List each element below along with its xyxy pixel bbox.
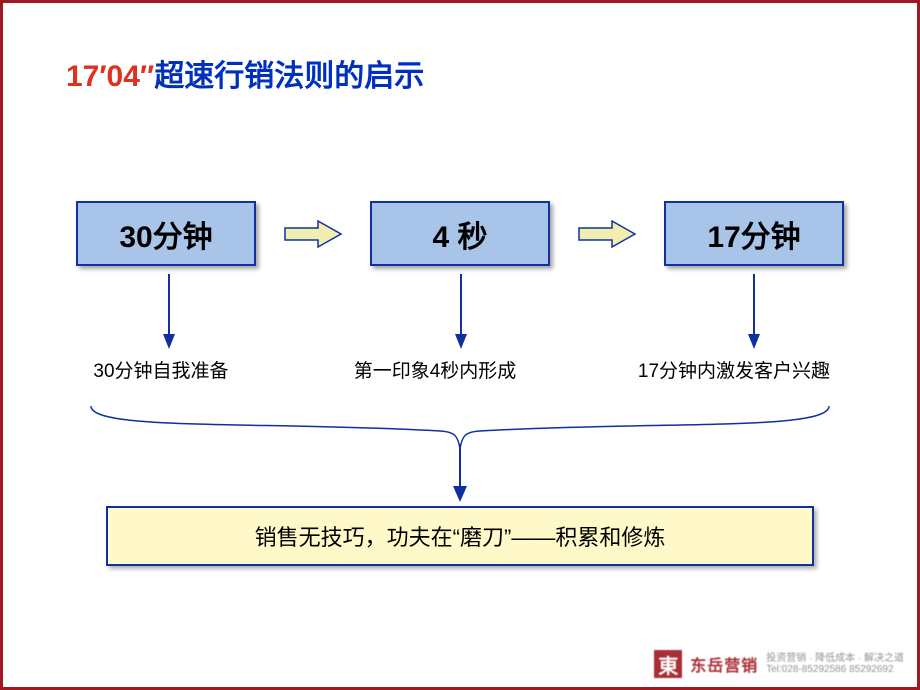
footer-brand: 东岳营销 (690, 652, 758, 676)
slide: 17′04″超速行销法则的启示 30分钟 4 秒 17分钟 (6, 6, 914, 684)
footer-mark: 東 (654, 650, 682, 678)
arrow-right-2 (577, 219, 637, 249)
footer-logo: 東 东岳营销 投资营销 · 降低成本 · 解决之道 Tel:028-852925… (654, 650, 904, 678)
arrow-right-1 (283, 219, 343, 249)
caption-row: 30分钟自我准备 第一印象4秒内形成 17分钟内激发客户兴趣 (56, 356, 864, 383)
time-box-1: 30分钟 (76, 201, 256, 266)
time-box-2: 4 秒 (370, 201, 550, 266)
slide-title: 17′04″超速行销法则的启示 (66, 51, 424, 95)
down-arrow-1 (163, 274, 175, 354)
down-arrow-3 (748, 274, 760, 354)
caption-3: 17分钟内激发客户兴趣 (604, 356, 864, 383)
caption-1: 30分钟自我准备 (56, 356, 266, 383)
footer-line2: Tel:028-85292586 85292692 (766, 664, 904, 675)
merge-down-arrow (453, 444, 467, 507)
title-red-part: 17′04″ (66, 60, 154, 93)
footer-text-col: 投资营销 · 降低成本 · 解决之道 Tel:028-85292586 8529… (766, 653, 904, 675)
time-box-row: 30分钟 4 秒 17分钟 (76, 201, 844, 266)
caption-2: 第一印象4秒内形成 (305, 356, 565, 383)
time-box-3: 17分钟 (664, 201, 844, 266)
down-arrow-2 (455, 274, 467, 354)
conclusion-box: 销售无技巧，功夫在“磨刀”——积累和修炼 (106, 506, 814, 566)
footer-line1: 投资营销 · 降低成本 · 解决之道 (766, 653, 904, 664)
title-blue-part: 超速行销法则的启示 (154, 60, 424, 93)
conclusion-text: 销售无技巧，功夫在“磨刀”——积累和修炼 (255, 520, 666, 552)
